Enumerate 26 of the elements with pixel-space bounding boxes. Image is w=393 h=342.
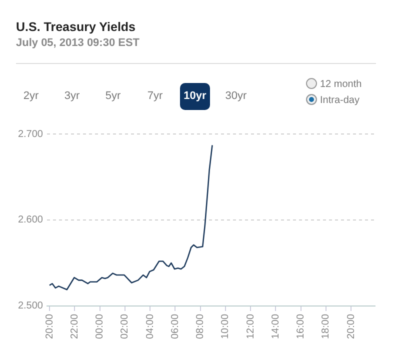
x-tick-label: 20:00 bbox=[44, 314, 56, 340]
text: 2yr bbox=[22, 89, 40, 104]
x-tick-label: 16:00 bbox=[296, 314, 307, 340]
y-tick-label: 2.500 bbox=[18, 300, 44, 312]
x-tick-label: 22:00 bbox=[69, 314, 80, 340]
text: 3yr bbox=[63, 89, 81, 104]
y-tick-label: 2.700 bbox=[18, 128, 44, 140]
x-tick-label: 20:00 bbox=[346, 314, 357, 340]
x-tick-label: 14:00 bbox=[270, 314, 282, 340]
x-tick-label: 12:00 bbox=[245, 314, 256, 340]
x-tick-label: 02:00 bbox=[120, 314, 131, 340]
chart-subtitle: July 05, 2013 09:30 EST bbox=[16, 37, 140, 49]
text: Intra-day bbox=[319, 94, 360, 106]
x-tick-label: 10:00 bbox=[220, 314, 232, 340]
text: 30yr bbox=[224, 89, 248, 104]
chart-title: U.S. Treasury Yields bbox=[16, 20, 136, 34]
y-tick-label: 2.600 bbox=[18, 214, 44, 226]
text: 12 month bbox=[319, 78, 362, 90]
text: 7yr bbox=[146, 89, 164, 104]
text: 5yr bbox=[104, 89, 122, 104]
x-tick-label: 08:00 bbox=[195, 314, 206, 340]
x-tick-label: 06:00 bbox=[170, 314, 181, 340]
x-tick-label: 04:00 bbox=[144, 314, 156, 340]
text: 10yr bbox=[180, 83, 210, 110]
x-tick-label: 18:00 bbox=[320, 314, 332, 340]
x-tick-label: 00:00 bbox=[94, 314, 106, 340]
